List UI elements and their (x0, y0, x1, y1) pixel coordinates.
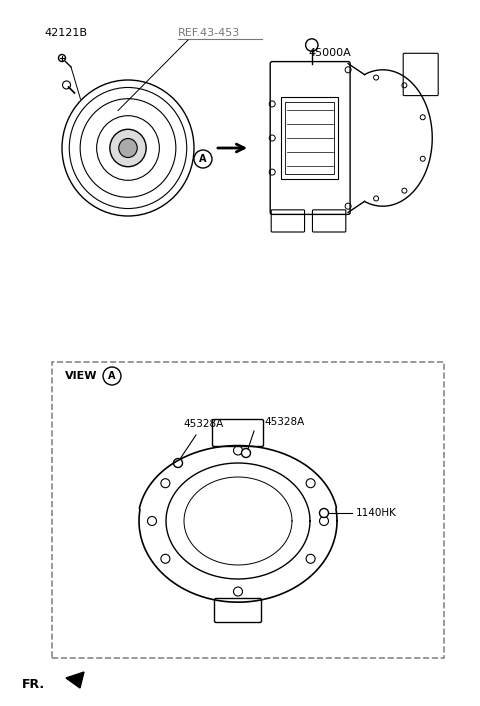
Circle shape (320, 508, 328, 517)
Circle shape (173, 458, 182, 467)
Polygon shape (66, 672, 84, 688)
Circle shape (194, 150, 212, 168)
Text: 1140HK: 1140HK (356, 508, 397, 518)
Text: A: A (108, 371, 116, 381)
Text: A: A (199, 154, 207, 164)
Ellipse shape (119, 138, 137, 157)
Text: VIEW: VIEW (65, 371, 97, 381)
Text: 42121B: 42121B (44, 28, 87, 38)
Text: 45328A: 45328A (264, 417, 304, 427)
Text: FR.: FR. (22, 678, 45, 690)
Ellipse shape (110, 129, 146, 167)
Circle shape (103, 367, 121, 385)
Text: 45328A: 45328A (183, 419, 223, 429)
Text: REF.43-453: REF.43-453 (178, 28, 240, 38)
Text: 45000A: 45000A (308, 48, 351, 58)
Circle shape (241, 448, 251, 457)
